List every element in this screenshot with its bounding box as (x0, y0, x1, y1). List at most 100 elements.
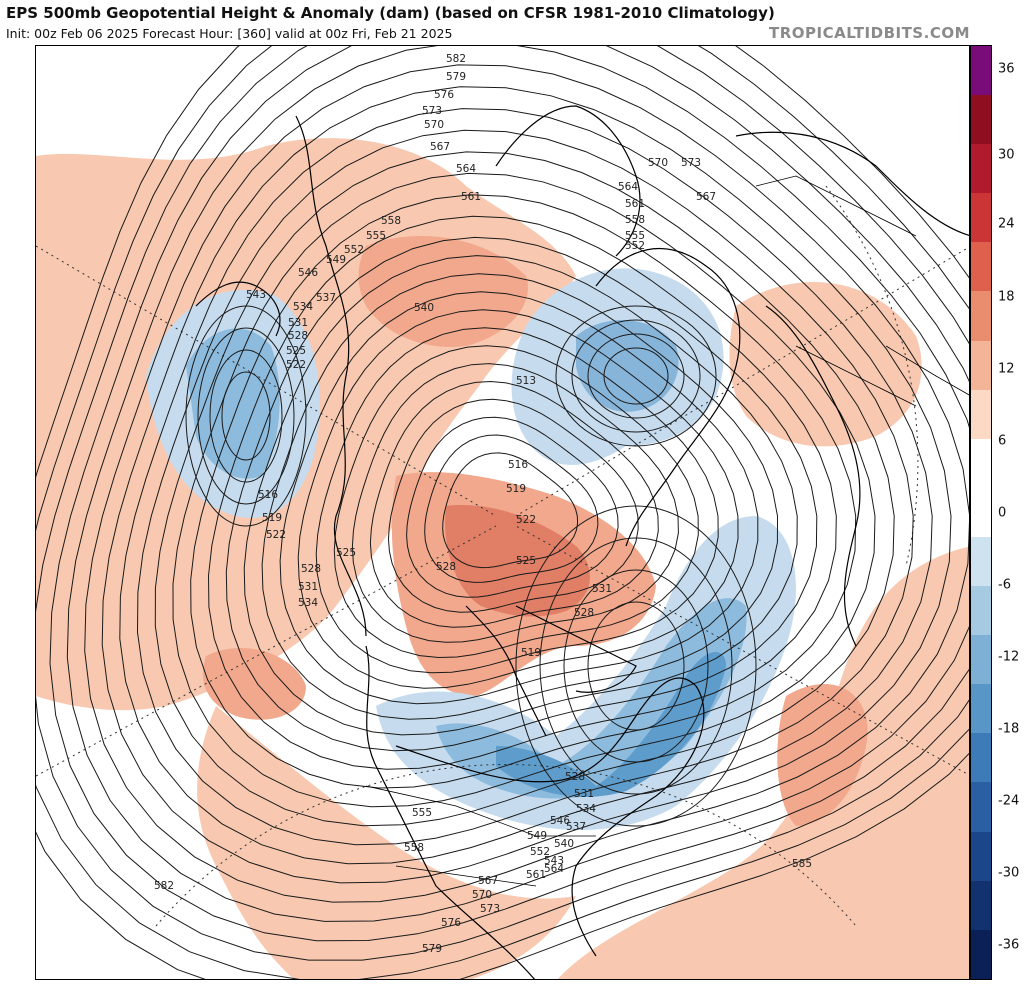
page-title: EPS 500mb Geopotential Height & Anomaly … (6, 4, 775, 22)
local-contour (587, 333, 685, 419)
colorbar-tick-label: 36 (998, 61, 1015, 77)
label-528-west: 528 (301, 563, 321, 575)
colorbar-segment (971, 929, 991, 979)
label-513: 513 (516, 375, 536, 387)
height-contour (279, 291, 759, 705)
label-582-south: 582 (154, 880, 174, 892)
label-546-east: 546 (550, 815, 570, 827)
label-567-south: 567 (478, 875, 498, 887)
colorbar-segment (971, 144, 991, 194)
label-567-right: 567 (696, 191, 716, 203)
colorbar-segment (971, 340, 991, 390)
colorbar-tick-label: 6 (998, 433, 1007, 449)
label-573-south: 573 (480, 903, 500, 915)
local-contour (563, 569, 709, 763)
label-537-east: 537 (566, 821, 586, 833)
colorbar-tick-label: 30 (998, 147, 1015, 163)
colorbar-segment (971, 586, 991, 636)
height-contour (172, 172, 876, 808)
label-579-top: 579 (446, 71, 466, 83)
label-516-center: 516 (508, 459, 528, 471)
label-573-top: 573 (422, 105, 442, 117)
label-564-top: 564 (456, 163, 476, 175)
map-svg: 5825795765735705675645615585555525495465… (36, 46, 969, 979)
height-contour (84, 64, 969, 903)
colorbar-tick-label: 12 (998, 361, 1015, 377)
local-contour (603, 347, 669, 405)
label-546: 546 (298, 267, 318, 279)
colorbar-tick-label: 18 (998, 289, 1015, 305)
height-contour (406, 416, 619, 598)
label-552-right: 552 (625, 240, 645, 252)
colorbar-segment (971, 684, 991, 734)
anomaly-neg-west-core (186, 328, 280, 479)
colorbar-segment (971, 635, 991, 685)
label-531-left: 531 (288, 317, 308, 329)
label-570-top: 570 (424, 119, 444, 131)
height-contour (315, 327, 719, 674)
label-534-west: 534 (298, 597, 318, 609)
label-555-south: 555 (412, 807, 432, 819)
label-561-right: 561 (625, 198, 645, 210)
label-555-top: 555 (366, 230, 386, 242)
map-panel[interactable]: 582 579 576 573 570 567 564 561 558 555 552 549 546 5… (35, 45, 970, 980)
colorbar (970, 45, 992, 980)
label-531-west: 531 (298, 581, 318, 593)
height-contour (101, 86, 952, 884)
colorbar-tick-label: -30 (998, 865, 1020, 881)
local-contour (539, 537, 733, 795)
colorbar-tick-label: -24 (998, 793, 1020, 809)
colorbar-segment (971, 831, 991, 881)
label-555-right: 555 (625, 230, 645, 242)
label-528-right: 528 (574, 607, 594, 619)
colorbar-segment (971, 880, 991, 930)
colorbar-tick-label: -12 (998, 649, 1020, 665)
label-522-left: 522 (286, 359, 306, 371)
forecast-info: Init: 00z Feb 06 2025 Forecast Hour: [36… (6, 26, 453, 41)
coastlines (195, 105, 969, 979)
local-contour (197, 327, 295, 505)
label-525-west: 525 (336, 547, 356, 559)
height-contour (49, 46, 969, 942)
colorbar-tick-label: -36 (998, 937, 1020, 953)
colorbar-segment (971, 291, 991, 341)
label-558-top: 558 (381, 215, 401, 227)
label-543-east: 543 (544, 855, 564, 867)
anomaly-pos-east (729, 282, 922, 447)
colorbar-tick-label: 24 (998, 216, 1015, 232)
label-558-south: 558 (404, 842, 424, 854)
label-525-left: 525 (286, 345, 306, 357)
colorbar-segment (971, 389, 991, 439)
anomaly-neg-north-core (576, 319, 679, 412)
label-522-west: 522 (266, 529, 286, 541)
label-519-low: 519 (521, 647, 541, 659)
label-525-center: 525 (516, 555, 536, 567)
height-contour (207, 215, 837, 770)
colorbar-segment (971, 536, 991, 587)
colorbar-tick-label: 0 (998, 505, 1007, 521)
height-contour (442, 452, 579, 569)
colorbar-tick-label: -18 (998, 721, 1020, 737)
anomaly-neg-na-deep (496, 652, 726, 797)
local-contour (185, 305, 307, 527)
colorbar-segment (971, 487, 991, 537)
anomaly-pos-arctic-core (445, 505, 590, 617)
local-contour (209, 349, 283, 483)
label-564-south: 564 (544, 863, 564, 875)
height-contour (243, 255, 798, 736)
label-582-top: 582 (446, 53, 466, 65)
colorbar-segment (971, 242, 991, 292)
anomaly-pos-atlantic (777, 684, 868, 826)
label-552-top: 552 (344, 244, 364, 256)
colorbar-segment (971, 95, 991, 145)
label-519-center: 519 (506, 483, 526, 495)
brand-watermark: TROPICALTIDBITS.COM (769, 24, 970, 42)
label-534-left: 534 (293, 301, 313, 313)
anomaly-pos-southeast (557, 546, 969, 979)
local-contour (571, 319, 701, 433)
height-contour (424, 434, 599, 583)
label-540: 540 (414, 302, 434, 314)
height-contour (66, 46, 969, 922)
colorbar-segment (971, 193, 991, 243)
local-contour (221, 371, 271, 461)
